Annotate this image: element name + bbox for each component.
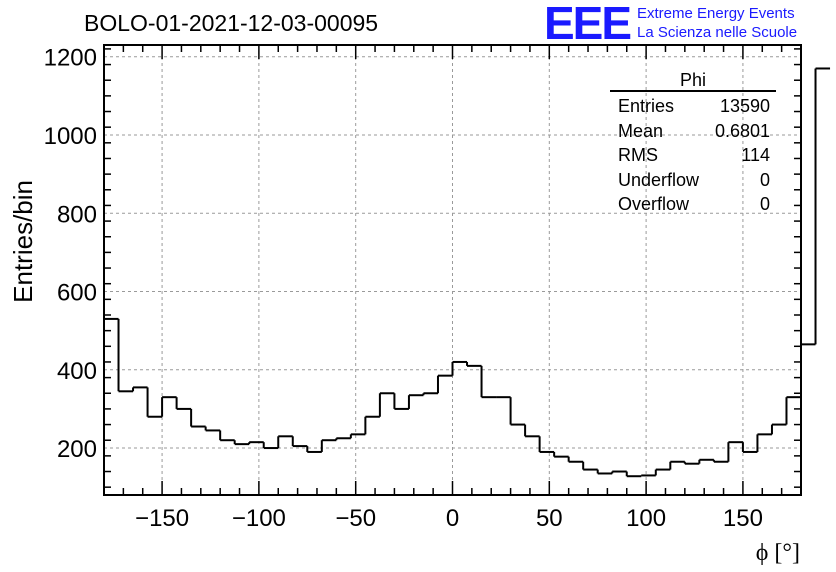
x-tick-label: 50 (536, 505, 563, 532)
x-tick-label: −100 (232, 505, 286, 532)
stats-label: Overflow (618, 194, 690, 214)
chart-title: BOLO-01-2021-12-03-00095 (84, 10, 379, 36)
tick-labels: −150 −100 −50 0 50 100 150 200 400 600 800 1000 1200 (44, 45, 763, 532)
stats-label: Mean (618, 120, 664, 141)
stats-row-entries: Entries 13590 (610, 94, 776, 119)
x-tick-label: 150 (723, 505, 763, 532)
y-axis-label: Entries/bin (8, 180, 38, 303)
y-tick-label: 1200 (44, 45, 97, 72)
y-tick-label: 800 (57, 201, 97, 228)
brand-line-1: Extreme Energy Events (637, 5, 795, 22)
x-tick-label: −50 (335, 505, 376, 532)
stats-label: Underflow (618, 169, 700, 190)
y-tick-label: 600 (57, 280, 97, 307)
x-tick-label: −150 (135, 505, 189, 532)
brand-line-2: La Scienza nelle Scuole (637, 24, 798, 41)
y-tick-label: 200 (57, 436, 97, 463)
axis-ticks (103, 45, 802, 495)
x-tick-label: 100 (626, 505, 666, 532)
x-tick-label: 0 (446, 505, 459, 532)
stats-label: Entries (618, 96, 675, 116)
stats-value: 114 (741, 145, 770, 165)
stats-value: 0 (759, 194, 770, 214)
stats-value: 13590 (719, 96, 770, 116)
stats-label: RMS (618, 145, 658, 165)
stats-row-overflow: Overflow 0 (610, 192, 776, 217)
x-axis-label: ϕ [°] (756, 540, 800, 566)
eee-logo: EEE (544, 0, 632, 49)
y-tick-label: 400 (57, 358, 97, 385)
stats-row-mean: Mean 0.6801 (610, 119, 776, 144)
stats-box: Phi Entries 13590 Mean 0.6801 RMS 114 Un… (610, 70, 776, 217)
grid-lines (104, 45, 801, 495)
stats-row-underflow: Underflow 0 (610, 168, 776, 193)
brand-text: Extreme Energy Events La Scienza nelle S… (637, 4, 797, 42)
stats-title: Phi (610, 70, 776, 92)
stats-value: 0.6801 (714, 120, 770, 141)
stats-row-rms: RMS 114 (610, 143, 776, 168)
stats-value: 0 (759, 169, 770, 190)
y-tick-label: 1000 (44, 123, 97, 150)
